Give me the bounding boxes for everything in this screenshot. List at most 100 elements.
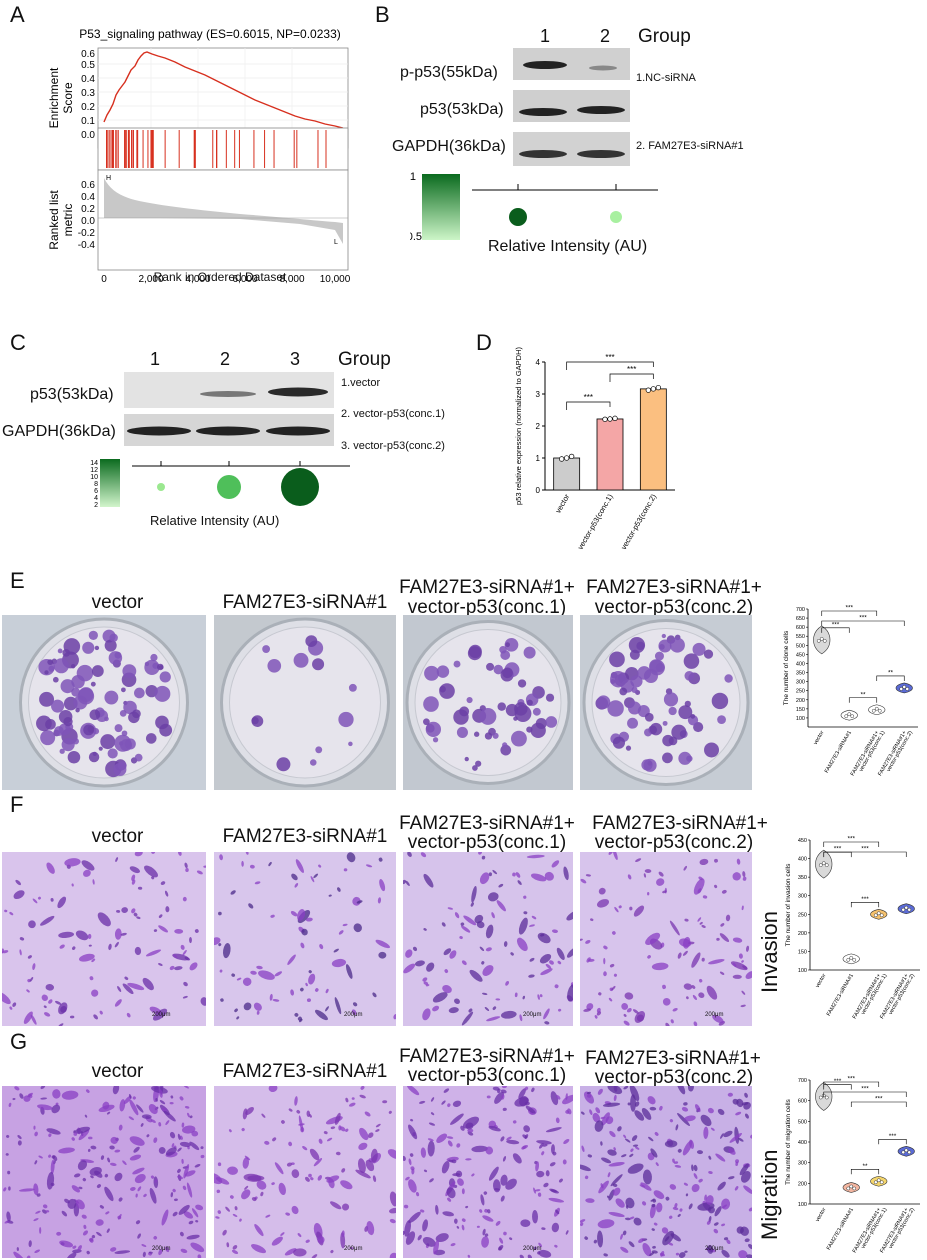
significance-label: ** (888, 669, 894, 676)
cell (164, 890, 169, 897)
cell (658, 871, 664, 877)
cell (109, 1162, 117, 1166)
cell (129, 1136, 145, 1146)
image-label-line: vector-p53(conc.2) (594, 597, 754, 618)
data-point (849, 1184, 854, 1189)
cell (706, 1220, 711, 1225)
cell (149, 1187, 157, 1204)
cell (377, 897, 382, 904)
cell (503, 941, 508, 947)
cell (481, 961, 485, 965)
cell (624, 1217, 631, 1221)
blot-note: 1.NC-siRNA (636, 72, 696, 84)
cell (414, 960, 425, 967)
significance-label: *** (584, 393, 593, 402)
cell (738, 953, 743, 959)
cell (584, 1236, 589, 1240)
cell (588, 958, 595, 962)
cell (59, 944, 65, 949)
colony (145, 733, 157, 744)
cell (643, 873, 647, 878)
cell (467, 1128, 474, 1133)
cell (264, 1140, 270, 1145)
cell (301, 928, 308, 936)
cell (375, 939, 391, 949)
image-label: vector (91, 592, 144, 613)
colony (89, 709, 101, 721)
cell (158, 914, 163, 918)
cell (359, 1127, 369, 1141)
cell (32, 963, 36, 971)
cell (112, 1086, 120, 1095)
cell (615, 1198, 625, 1208)
cell (188, 1220, 194, 1225)
cell (492, 869, 498, 875)
cell (485, 924, 494, 939)
intensity-scale-b: 1 0.5 (410, 171, 658, 243)
cell (358, 1142, 368, 1151)
data-point (874, 706, 879, 711)
cell (51, 1155, 56, 1159)
cell (486, 1016, 501, 1022)
cell (158, 925, 168, 933)
cell (131, 879, 136, 885)
cell (522, 995, 525, 1000)
colony (134, 687, 145, 699)
cell (16, 1247, 19, 1251)
cell (531, 1087, 535, 1093)
cell (9, 1006, 13, 1010)
scale-bar: 200μm (344, 1246, 363, 1252)
scale-tick: 2 (94, 502, 98, 509)
cell (236, 977, 242, 981)
cell (672, 1207, 679, 1211)
cell (693, 1021, 698, 1026)
cell (551, 860, 560, 868)
cell (365, 864, 373, 868)
cell (114, 941, 119, 948)
cell (422, 977, 428, 982)
cell (268, 861, 272, 867)
colony (88, 751, 100, 763)
cell (150, 1175, 155, 1179)
cell (242, 1108, 248, 1120)
significance-label: *** (847, 836, 855, 843)
cell (589, 1109, 593, 1116)
cell (117, 986, 122, 992)
cell (482, 1215, 494, 1222)
significance-label: *** (627, 365, 636, 374)
cell (333, 948, 339, 953)
cell (491, 912, 495, 919)
cell (527, 1254, 533, 1258)
cell (146, 1134, 150, 1138)
cell (543, 1008, 550, 1020)
bar (553, 457, 581, 491)
cell (288, 1108, 293, 1112)
bar (639, 388, 667, 491)
cell (8, 1102, 12, 1108)
colony (467, 646, 482, 661)
cell (78, 1129, 90, 1141)
cell (535, 1161, 540, 1172)
cell (541, 1227, 546, 1230)
cell (27, 1092, 33, 1098)
cell (452, 1100, 462, 1107)
cell (436, 1133, 448, 1143)
cell (487, 1209, 491, 1214)
cell (310, 876, 315, 883)
scale-tick: 6 (94, 488, 98, 495)
western-blot-c (124, 372, 334, 446)
cell (713, 1228, 719, 1234)
petri-dish-inner (229, 626, 381, 779)
cell (309, 1148, 320, 1161)
colony (310, 759, 317, 766)
cell (67, 1198, 77, 1209)
cell (460, 1125, 465, 1131)
cell (328, 894, 332, 897)
cell (305, 982, 308, 987)
cell (537, 994, 540, 1000)
cell (7, 1170, 11, 1175)
cell (98, 1104, 115, 1113)
cell (526, 854, 545, 859)
significance-bracket (848, 697, 878, 703)
cell (300, 987, 304, 992)
